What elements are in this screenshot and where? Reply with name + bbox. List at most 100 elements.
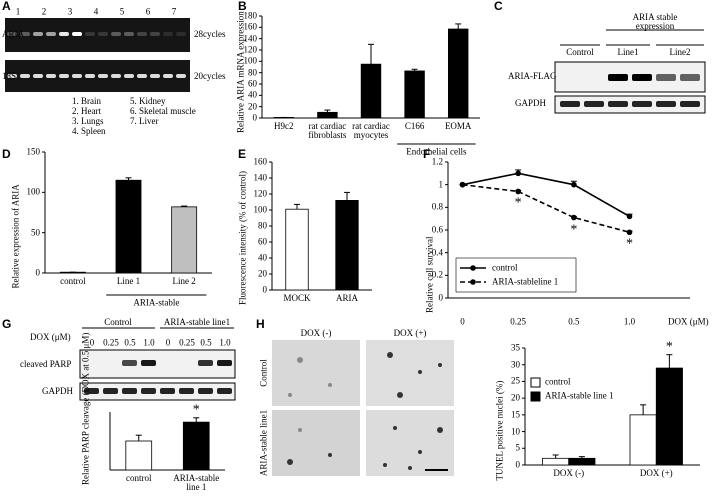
- y-tick-label: 25: [511, 375, 520, 386]
- x-tick-label: ARIA: [336, 293, 358, 303]
- band: [103, 360, 118, 366]
- legend-label: ARIA-stableline 1: [492, 276, 559, 287]
- legend-box: [455, 257, 577, 293]
- cell: [383, 463, 387, 467]
- band: [20, 74, 30, 78]
- x-tick-label: C166: [404, 121, 425, 131]
- band: [217, 388, 232, 394]
- panel-label: D: [2, 147, 11, 161]
- group-label: Control: [566, 47, 594, 57]
- lane-label: 5: [119, 6, 125, 17]
- group-label: Line1: [617, 47, 639, 57]
- row-label: GAPDH: [42, 386, 74, 396]
- y-tick-label: 30: [511, 358, 520, 369]
- x-tick-label: EOMA: [444, 121, 472, 131]
- y-axis-label: Relative ARIA mRNA expression: [235, 11, 246, 133]
- y-axis-label: TUNEL positive nuclei (%): [494, 380, 505, 480]
- bar: [629, 414, 657, 466]
- cell: [393, 426, 397, 430]
- annotation: *: [665, 339, 673, 355]
- band: [141, 360, 156, 366]
- annotation: *: [514, 196, 522, 212]
- x-tick-label: 0.25: [510, 316, 527, 327]
- y-tick-label: 100: [26, 186, 41, 197]
- annotation: *: [570, 222, 578, 238]
- panel-label: E: [238, 147, 247, 161]
- cell: [288, 393, 292, 397]
- y-tick-label: 15: [511, 409, 520, 420]
- band: [59, 74, 69, 78]
- band: [20, 32, 30, 36]
- dose: 0.25: [103, 337, 119, 348]
- y-tick-label: 50: [31, 226, 40, 237]
- tissue: 4. Spleen: [72, 126, 106, 136]
- x-tick-label: MOCK: [283, 293, 311, 303]
- band: [680, 101, 700, 107]
- band: [680, 74, 700, 81]
- band: [111, 32, 121, 36]
- x-tick-label: Line 2: [172, 276, 196, 286]
- band: [176, 32, 186, 36]
- dose: 0.5: [124, 337, 136, 348]
- x-tick-label: DOX (-): [553, 468, 585, 478]
- dose: 1.0: [219, 337, 231, 348]
- y-tick-label: 140: [243, 32, 258, 43]
- row-label: 18S: [2, 71, 17, 81]
- tissue: 1. Brain: [72, 96, 101, 106]
- x-tick-label: Line 1: [116, 276, 141, 286]
- lane-label: 7: [171, 6, 177, 17]
- bar: [335, 199, 359, 291]
- dose-label: DOX (μM): [30, 332, 71, 342]
- y-tick-label: 150: [26, 146, 41, 157]
- band: [150, 74, 160, 78]
- y-tick-label: 0: [438, 292, 444, 303]
- band: [72, 74, 82, 78]
- y-tick-label: 0: [252, 112, 258, 123]
- y-tick-label: 80: [258, 220, 267, 231]
- band: [85, 74, 95, 78]
- micrograph: [272, 340, 360, 406]
- cell: [418, 450, 422, 454]
- y-tick-label: 0: [515, 459, 521, 470]
- band: [111, 74, 121, 78]
- bar: [317, 111, 338, 119]
- band: [122, 388, 137, 394]
- cell: [387, 352, 393, 358]
- bar: [182, 421, 210, 471]
- legend-marker: [470, 279, 476, 285]
- bar: [285, 208, 309, 291]
- band: [608, 74, 628, 81]
- x-tick-label: ARIA-stable line 1: [173, 473, 220, 493]
- band: [85, 32, 95, 36]
- group-label: Control: [104, 317, 132, 327]
- legend-swatch: [530, 377, 541, 388]
- band: [98, 74, 108, 78]
- band: [179, 388, 194, 394]
- cycle-label: 20cycles: [194, 71, 226, 81]
- y-tick-label: 120: [253, 188, 268, 199]
- band: [46, 74, 56, 78]
- row-label: Control: [258, 359, 269, 387]
- band: [72, 32, 82, 36]
- x-axis-label: DOX (μM): [668, 316, 709, 327]
- bar: [125, 440, 153, 471]
- cell: [328, 383, 332, 387]
- dose: 0.25: [179, 337, 195, 348]
- band: [656, 74, 676, 81]
- bar: [542, 457, 570, 466]
- band: [163, 74, 173, 78]
- y-tick-label: 40: [258, 252, 267, 263]
- legend-label: control: [492, 262, 518, 273]
- band: [33, 74, 43, 78]
- x-tick-label: DOX (+): [639, 468, 673, 478]
- legend-label: control: [545, 376, 571, 387]
- band: [124, 32, 134, 36]
- band: [137, 32, 147, 36]
- y-tick-label: 10: [511, 425, 520, 436]
- group-label: ARIA-stable line1: [163, 317, 231, 327]
- band: [163, 32, 173, 36]
- panel-label: A: [2, 0, 11, 13]
- band: [84, 388, 99, 394]
- band: [160, 360, 175, 366]
- row-label: ARIA-FLAG: [508, 71, 557, 81]
